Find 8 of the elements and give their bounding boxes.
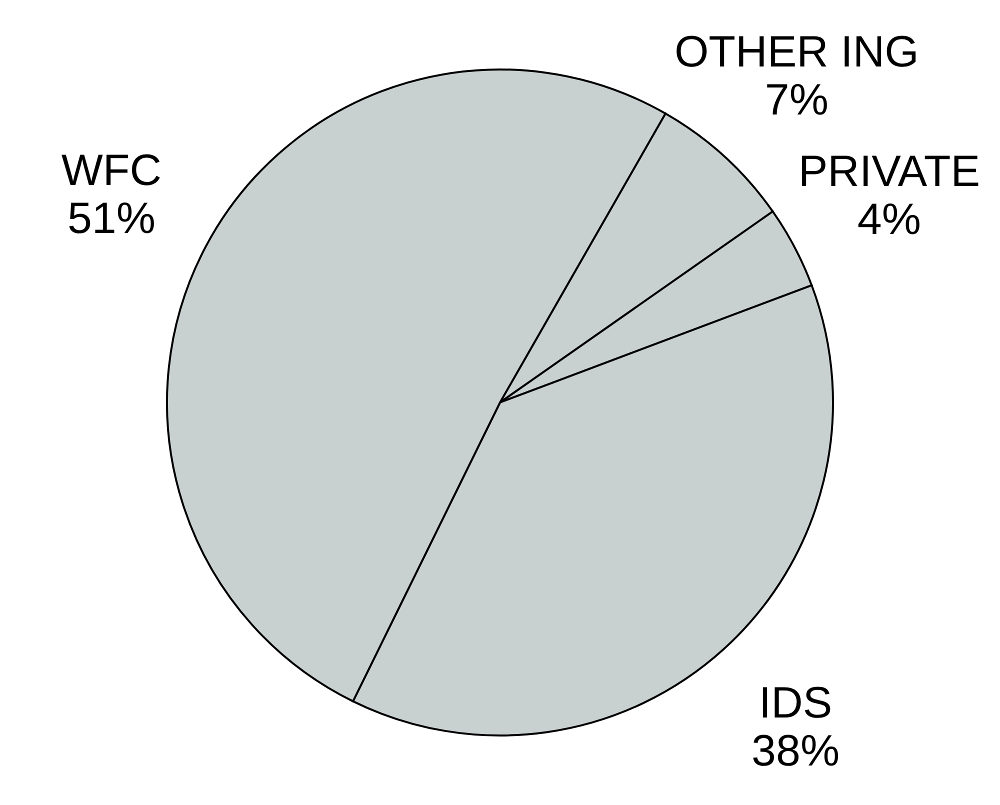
slice-label: PRIVATE — [798, 147, 980, 196]
data-label: 4% — [857, 195, 921, 244]
slice-label: WFC — [61, 146, 162, 195]
slice-label: IDS — [758, 678, 832, 728]
data-label: 7% — [764, 76, 828, 125]
data-label: 51% — [67, 194, 156, 243]
slice-label: OTHER ING — [674, 28, 919, 77]
data-label: 38% — [752, 726, 840, 776]
